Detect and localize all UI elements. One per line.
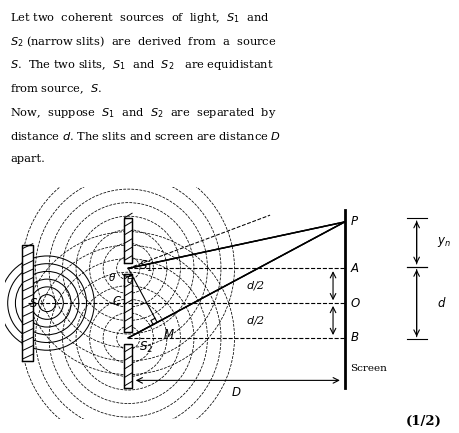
Text: $S_2$: $S_2$ — [139, 340, 153, 355]
Text: apart.: apart. — [10, 154, 45, 164]
Text: $S_2$ (narrow slits)  are  derived  from  a  source: $S_2$ (narrow slits) are derived from a … — [10, 35, 276, 49]
Text: $\theta$: $\theta$ — [126, 273, 134, 285]
Text: $S_1$: $S_1$ — [139, 259, 153, 274]
Text: Let two  coherent  sources  of  light,  $S_1$  and: Let two coherent sources of light, $S_1$… — [10, 11, 269, 25]
Bar — [124, 218, 132, 262]
Text: (1/2): (1/2) — [405, 415, 441, 428]
Bar — [124, 344, 132, 388]
Text: $B$: $B$ — [350, 331, 359, 344]
Text: $D$: $D$ — [231, 386, 241, 399]
Bar — [124, 274, 132, 332]
Text: distance $d$. The slits and screen are distance $D$: distance $d$. The slits and screen are d… — [10, 130, 280, 142]
Text: $y_n$: $y_n$ — [436, 236, 450, 249]
Text: $d$/2: $d$/2 — [246, 279, 265, 292]
Text: $A$: $A$ — [350, 262, 359, 275]
Text: $O$: $O$ — [350, 297, 360, 310]
Text: Screen: Screen — [350, 364, 386, 373]
Text: $\theta$: $\theta$ — [108, 271, 116, 283]
Text: $M$: $M$ — [162, 328, 174, 341]
Bar — [22, 245, 33, 361]
Text: $C$: $C$ — [112, 295, 122, 308]
Text: $S$.  The two slits,  $S_1$  and  $S_2$   are equidistant: $S$. The two slits, $S_1$ and $S_2$ are … — [10, 58, 274, 72]
Text: Now,  suppose  $S_1$  and  $S_2$  are  separated  by: Now, suppose $S_1$ and $S_2$ are separat… — [10, 106, 276, 120]
Text: $P$: $P$ — [350, 216, 359, 229]
Text: from source,  $S$.: from source, $S$. — [10, 82, 102, 96]
Text: $d$/2: $d$/2 — [246, 314, 265, 327]
Text: $S$: $S$ — [29, 297, 38, 310]
Text: $d$: $d$ — [436, 296, 445, 310]
